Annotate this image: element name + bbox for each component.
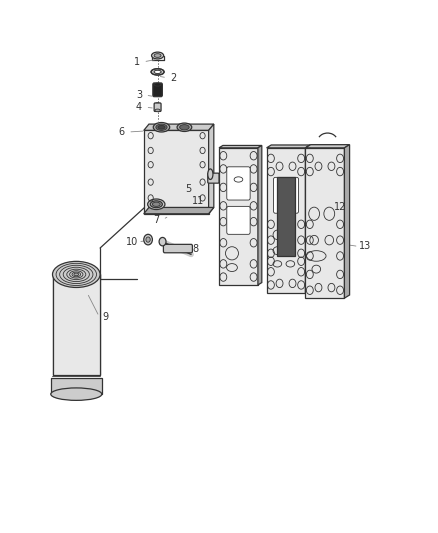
Text: 2: 2 — [170, 72, 177, 83]
Polygon shape — [144, 207, 214, 214]
Ellipse shape — [150, 201, 162, 208]
Text: 9: 9 — [102, 312, 109, 321]
Ellipse shape — [53, 261, 100, 287]
Circle shape — [146, 237, 150, 242]
Text: 12: 12 — [334, 203, 346, 213]
FancyBboxPatch shape — [277, 177, 295, 256]
Text: 8: 8 — [192, 244, 198, 254]
Ellipse shape — [152, 52, 164, 59]
Ellipse shape — [156, 124, 167, 131]
Text: 3: 3 — [136, 90, 142, 100]
FancyBboxPatch shape — [227, 167, 250, 200]
Text: 6: 6 — [119, 127, 125, 137]
Ellipse shape — [208, 169, 213, 180]
Polygon shape — [267, 145, 310, 148]
Ellipse shape — [154, 54, 161, 58]
Ellipse shape — [158, 125, 165, 129]
Polygon shape — [144, 124, 214, 131]
Ellipse shape — [154, 83, 161, 86]
Ellipse shape — [148, 199, 165, 209]
Ellipse shape — [74, 273, 79, 276]
FancyBboxPatch shape — [227, 206, 250, 235]
Ellipse shape — [152, 202, 160, 206]
FancyBboxPatch shape — [53, 274, 100, 375]
Ellipse shape — [177, 123, 192, 132]
Polygon shape — [305, 144, 350, 148]
Text: 5: 5 — [186, 184, 192, 194]
Text: 11: 11 — [192, 196, 205, 206]
Ellipse shape — [180, 125, 189, 130]
FancyBboxPatch shape — [154, 103, 161, 111]
Text: 1: 1 — [134, 57, 140, 67]
Polygon shape — [219, 148, 258, 285]
Ellipse shape — [155, 103, 160, 106]
Polygon shape — [305, 148, 344, 298]
FancyBboxPatch shape — [273, 177, 299, 213]
Polygon shape — [344, 144, 350, 298]
Circle shape — [159, 237, 166, 246]
Ellipse shape — [154, 70, 161, 74]
FancyBboxPatch shape — [51, 378, 102, 394]
FancyBboxPatch shape — [163, 244, 192, 253]
Polygon shape — [219, 146, 262, 148]
Ellipse shape — [146, 130, 149, 132]
Polygon shape — [208, 124, 214, 214]
Text: 4: 4 — [136, 102, 142, 112]
Text: 10: 10 — [126, 237, 138, 247]
Ellipse shape — [153, 123, 170, 132]
Ellipse shape — [151, 69, 164, 75]
Ellipse shape — [51, 388, 102, 400]
Polygon shape — [305, 145, 310, 293]
Polygon shape — [258, 146, 262, 285]
Text: 7: 7 — [153, 215, 159, 224]
Circle shape — [144, 235, 152, 245]
Polygon shape — [144, 131, 208, 214]
FancyBboxPatch shape — [153, 83, 162, 96]
Ellipse shape — [155, 109, 160, 112]
Ellipse shape — [145, 128, 151, 133]
Polygon shape — [267, 148, 305, 293]
FancyBboxPatch shape — [208, 173, 219, 183]
Text: 13: 13 — [359, 241, 371, 252]
